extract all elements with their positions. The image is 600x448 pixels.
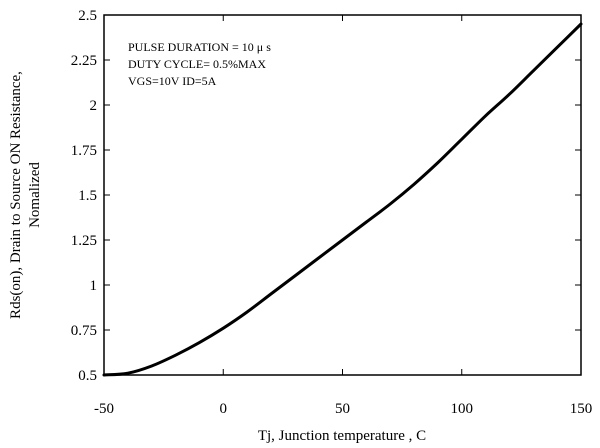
x-axis-label: Tj, Junction temperature , C [258,428,426,444]
x-tick-label: 150 [570,401,593,417]
y-tick-label: 1 [90,278,98,294]
y-tick-label: 1.25 [71,233,97,249]
y-axis-label-line-2: Nomalized [27,162,43,228]
y-tick-label: 2.25 [71,53,97,69]
y-tick-label: 2 [90,98,98,114]
y-axis-ticks: 0.5 0.75 1 1.25 1.5 1.75 2 2.25 2.5 [71,8,581,384]
x-tick-label: 100 [451,401,474,417]
annotation-background [122,34,342,94]
annotation-line-2: DUTY CYCLE= 0.5%MAX [128,57,266,71]
annotation-box: PULSE DURATION = 10 μ s DUTY CYCLE= 0.5%… [122,34,342,94]
x-axis-ticks: -50 0 50 100 150 [94,15,592,417]
annotation-line-3: VGS=10V ID=5A [128,74,217,88]
resistance-curve [102,22,583,377]
y-tick-label: 2.5 [78,8,97,24]
x-tick-label: 0 [220,401,228,417]
y-tick-label: 0.5 [78,368,97,384]
y-tick-label: 1.5 [78,188,97,204]
x-tick-label: -50 [94,401,114,417]
y-axis-label-line-1: Rds(on), Drain to Source ON Resistance, [8,71,24,319]
x-tick-label: 50 [335,401,350,417]
y-tick-label: 0.75 [71,323,97,339]
annotation-line-1: PULSE DURATION = 10 μ s [128,40,271,54]
y-tick-label: 1.75 [71,143,97,159]
